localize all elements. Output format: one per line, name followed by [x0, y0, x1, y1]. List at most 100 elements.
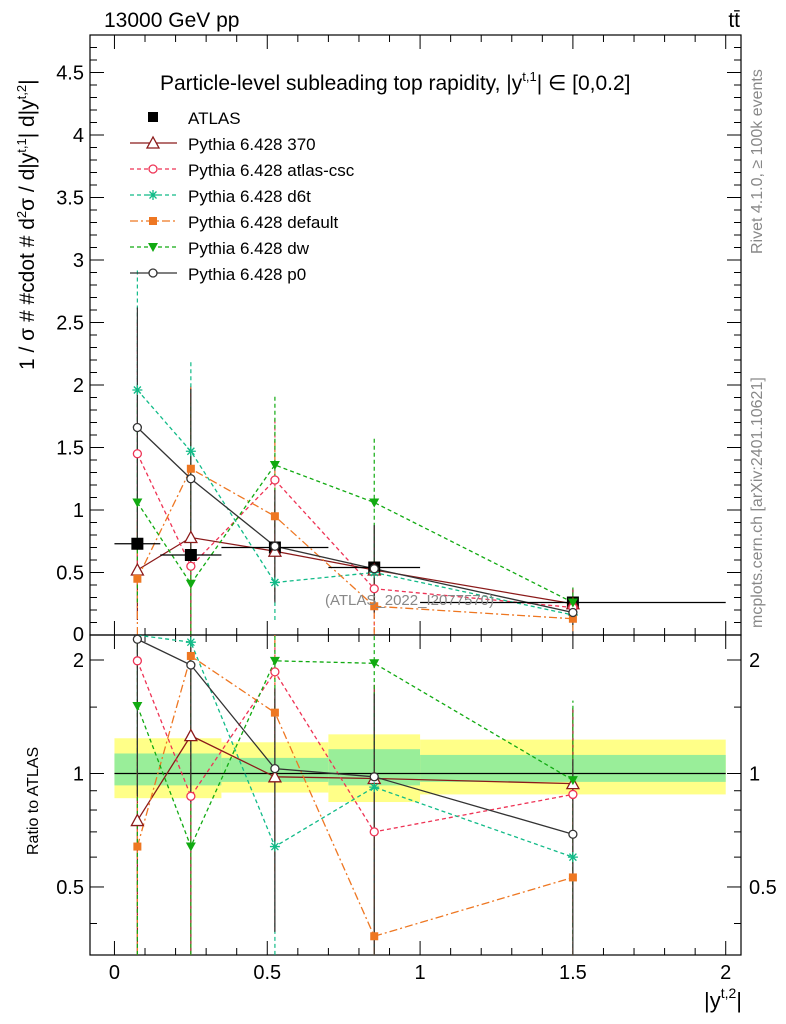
series-point — [183, 530, 198, 544]
ratio-uncertainty-bands — [114, 734, 726, 803]
series-point — [270, 512, 279, 521]
main-ytick-label: 3.5 — [56, 188, 84, 210]
ratio-series-point — [132, 702, 143, 712]
ratio-ytick-label: 1 — [73, 763, 84, 785]
series-pythia-6-428-d6t — [136, 267, 574, 628]
xlabel-sup: t,2 — [721, 985, 737, 1001]
legend-marker — [148, 164, 158, 174]
ratio-series-point — [132, 635, 143, 644]
ratio-series-point — [185, 637, 196, 648]
main-ytick-label: 4 — [73, 125, 84, 147]
ratio-series-point — [567, 852, 578, 863]
series-line — [136, 453, 573, 609]
main-ytick-label: 2 — [73, 375, 84, 397]
ratio-series-point — [186, 660, 196, 670]
ratio-markers-pythia-6-428-370 — [130, 728, 580, 827]
legend-marker — [148, 268, 158, 278]
ratio-series-point — [369, 659, 380, 669]
energy-label: 13000 GeV pp — [104, 9, 239, 32]
ratio-series-point — [269, 656, 280, 666]
ratio-series-point — [185, 842, 196, 852]
main-ytick-label: 1 — [73, 500, 84, 522]
series-line — [136, 464, 574, 604]
ratio-series-line — [136, 660, 574, 849]
series-point — [132, 498, 143, 508]
legend-label: Pythia 6.428 default — [188, 213, 339, 232]
main-ytick-label: 2.5 — [56, 313, 84, 335]
ratio-markers-pythia-6-428-d6t — [185, 637, 578, 863]
main-ytick-label: 0.5 — [56, 563, 84, 585]
ratio-xtick-label: 0.5 — [253, 962, 281, 984]
series-point — [132, 385, 143, 395]
data-point — [184, 549, 197, 561]
ratio-series-point — [269, 841, 280, 852]
legend-marker — [148, 243, 158, 252]
series-pythia-6-428-p0 — [136, 307, 574, 625]
main-ytick-label: 3 — [73, 250, 84, 272]
series-point — [130, 562, 145, 576]
ratio-xtick-label: 1 — [415, 962, 426, 984]
analysis-watermark: (ATLAS_2022_I2077570) — [325, 592, 494, 609]
series-point — [370, 602, 379, 611]
series-point — [369, 564, 379, 574]
series-point — [133, 574, 142, 583]
series-line — [136, 427, 574, 614]
legend-label: Pythia 6.428 dw — [188, 239, 310, 258]
ylabel-text-3: | d|y — [16, 99, 39, 138]
ratio-series-point — [270, 667, 280, 677]
ratio-series-point — [267, 769, 283, 783]
main-ytick-label: 1.5 — [56, 438, 84, 460]
series-point — [185, 579, 196, 589]
legend-label: Pythia 6.428 p0 — [188, 265, 306, 284]
ratio-series-point — [183, 728, 198, 742]
ratio-series-point — [370, 932, 379, 941]
ratio-xtick-label: 1.5 — [559, 962, 587, 984]
main-ytick-label: 4.5 — [56, 63, 84, 85]
markers-pythia-6-428-p0 — [132, 422, 578, 618]
ratio-ytick-label-right: 1 — [749, 763, 760, 785]
legend-marker — [149, 217, 157, 225]
ratio-series-point — [568, 829, 578, 839]
markers-pythia-6-428-atlas-csc — [132, 449, 578, 613]
rivet-label: Rivet 4.1.0, ≥ 100k events — [749, 69, 766, 254]
series-point — [369, 584, 379, 594]
ratio-series-point — [270, 763, 280, 774]
ratio-series-point — [567, 776, 578, 786]
legend-marker — [148, 190, 158, 200]
ylabel-sup-2: t,1 — [14, 138, 29, 152]
main-ytick-label-zero: 0 — [73, 624, 84, 646]
xlabel-text-1: |y — [704, 988, 721, 1013]
main-title-range: | ∈ [0,0.2] — [537, 72, 631, 95]
legend-marker-data — [148, 112, 158, 122]
mcplots-label: mcplots.cern.ch [arXiv:2401.10621] — [749, 377, 766, 628]
main-title-sup: t,1 — [522, 69, 536, 84]
ylabel-sup-3: t,2 — [14, 85, 29, 99]
ylabel-text-2: σ / d|y — [16, 152, 39, 211]
ratio-frame — [89, 634, 742, 956]
legend-label: Pythia 6.428 atlas-csc — [188, 161, 355, 180]
series-point — [186, 464, 195, 473]
xlabel-text-2: | — [736, 988, 742, 1013]
ratio-axis-ticks: 0.5 0.5 1 1 2 2 0 0.5 1 1.5 2 — [56, 635, 777, 984]
markers-pythia-6-428-dw — [132, 461, 578, 608]
markers-pythia-6-428-d6t — [132, 385, 578, 620]
ratio-series-point — [186, 651, 195, 660]
legend-label: Pythia 6.428 370 — [188, 135, 316, 154]
series-point — [269, 577, 280, 588]
ratio-series-point — [369, 827, 379, 837]
ratio-xtick-label: 0 — [109, 962, 120, 984]
ratio-series-point — [369, 772, 379, 782]
data-point — [131, 537, 144, 550]
ratio-series-point — [130, 813, 145, 827]
ratio-markers-pythia-6-428-dw — [132, 656, 578, 852]
series-point — [270, 541, 280, 551]
legend-label-data: ATLAS — [188, 109, 241, 128]
ratio-series-point — [568, 873, 577, 882]
main-plot-panel: 0.5 1 1.5 2 2.5 3 3.5 4 4.5 0 (ATLAS_2022_I207757… — [14, 34, 742, 646]
ratio-series-point — [369, 782, 380, 793]
ratio-series-point — [133, 842, 142, 851]
ratio-ytick-label-right: 2 — [749, 650, 760, 672]
series-point — [269, 461, 280, 470]
series-line — [136, 389, 574, 616]
main-title-text: Particle-level subleading top rapidity, … — [160, 72, 523, 95]
